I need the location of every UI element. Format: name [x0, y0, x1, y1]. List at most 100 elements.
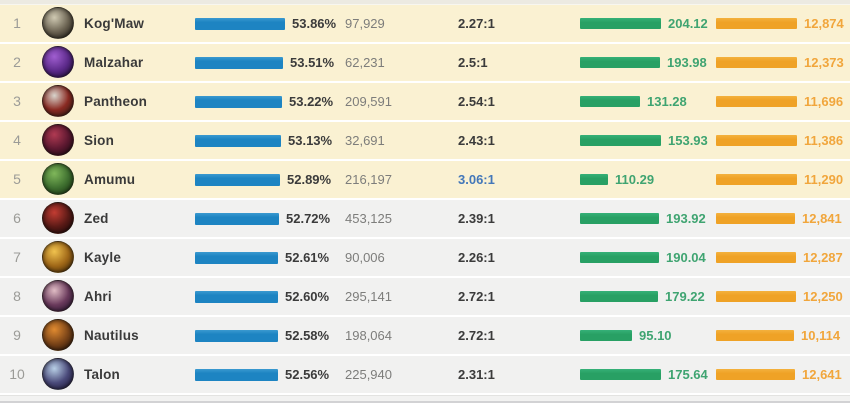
champion-name[interactable]: Talon: [84, 367, 120, 382]
champion-avatar[interactable]: [42, 7, 74, 39]
champion-name[interactable]: Nautilus: [84, 328, 139, 343]
green-stat-bar: [580, 291, 658, 302]
win-rate-cell: 53.22%: [195, 83, 345, 120]
orange-stat-cell: 11,386: [716, 122, 846, 159]
kda-ratio-value: 2.72:1: [458, 328, 495, 343]
table-bottom-divider: [0, 395, 850, 401]
green-stat-value: 95.10: [639, 328, 672, 343]
win-rate-value: 52.56%: [285, 367, 330, 382]
orange-stat-value: 12,250: [803, 289, 843, 304]
table-row[interactable]: 5 Amumu 52.89% 216,197 3.06:1 110.29 11,290: [0, 161, 850, 200]
win-rate-bar: [195, 212, 279, 225]
win-rate-cell: 52.72%: [195, 200, 345, 237]
champion-avatar[interactable]: [42, 163, 74, 195]
rank-number: 6: [13, 210, 21, 226]
table-row[interactable]: 2 Malzahar 53.51% 62,231 2.5:1 193.98 12,373: [0, 44, 850, 83]
orange-stat-cell: 12,373: [716, 44, 846, 81]
table-row[interactable]: 8 Ahri 52.60% 295,141 2.72:1 179.22 12,250: [0, 278, 850, 317]
table-row[interactable]: 4 Sion 53.13% 32,691 2.43:1 153.93 11,386: [0, 122, 850, 161]
orange-stat-bar: [716, 330, 794, 341]
orange-stat-cell: 10,114: [716, 317, 846, 354]
champion-name[interactable]: Kog'Maw: [84, 16, 145, 31]
rank-number: 5: [13, 171, 21, 187]
games-played-value: 216,197: [345, 172, 392, 187]
orange-stat-value: 12,841: [802, 211, 842, 226]
champion-avatar[interactable]: [42, 202, 74, 234]
win-rate-value: 53.22%: [289, 94, 334, 109]
orange-stat-cell: 11,696: [716, 83, 846, 120]
green-stat-bar: [580, 213, 659, 224]
champion-name[interactable]: Pantheon: [84, 94, 148, 109]
green-stat-cell: 193.98: [580, 44, 715, 81]
table-row[interactable]: 10 Talon 52.56% 225,940 2.31:1 175.64 12,641: [0, 356, 850, 395]
games-played-value: 90,006: [345, 250, 385, 265]
champion-avatar[interactable]: [42, 241, 74, 273]
win-rate-cell: 52.89%: [195, 161, 345, 198]
table-row[interactable]: 9 Nautilus 52.58% 198,064 2.72:1 95.10 10,114: [0, 317, 850, 356]
win-rate-cell: 52.56%: [195, 356, 345, 393]
win-rate-value: 52.72%: [286, 211, 331, 226]
kda-ratio-value: 2.26:1: [458, 250, 495, 265]
win-rate-bar: [195, 329, 278, 342]
orange-stat-bar: [716, 291, 796, 302]
orange-stat-bar: [716, 18, 797, 29]
win-rate-bar: [195, 134, 281, 147]
table-row[interactable]: 1 Kog'Maw 53.86% 97,929 2.27:1 204.12 12,874: [0, 5, 850, 44]
games-played-value: 225,940: [345, 367, 392, 382]
champion-avatar[interactable]: [42, 280, 74, 312]
champion-name[interactable]: Sion: [84, 133, 115, 148]
champion-avatar[interactable]: [42, 124, 74, 156]
games-played-value: 209,591: [345, 94, 392, 109]
champion-name[interactable]: Ahri: [84, 289, 112, 304]
kda-ratio-value: 2.27:1: [458, 16, 495, 31]
win-rate-cell: 52.60%: [195, 278, 345, 315]
champion-avatar[interactable]: [42, 46, 74, 78]
win-rate-value: 53.86%: [292, 16, 337, 31]
rank-number: 2: [13, 54, 21, 70]
rank-number: 10: [9, 366, 25, 382]
champion-name[interactable]: Amumu: [84, 172, 136, 187]
orange-stat-bar: [716, 96, 797, 107]
win-rate-bar: [195, 251, 278, 264]
green-stat-bar: [580, 174, 608, 185]
green-stat-value: 131.28: [647, 94, 687, 109]
champion-name[interactable]: Kayle: [84, 250, 122, 265]
rank-number: 9: [13, 327, 21, 343]
table-row[interactable]: 3 Pantheon 53.22% 209,591 2.54:1 131.28 11,696: [0, 83, 850, 122]
kda-ratio-value: 2.31:1: [458, 367, 495, 382]
kda-ratio-value: 2.39:1: [458, 211, 495, 226]
orange-stat-value: 12,373: [804, 55, 844, 70]
table-row[interactable]: 7 Kayle 52.61% 90,006 2.26:1 190.04 12,287: [0, 239, 850, 278]
champion-avatar[interactable]: [42, 358, 74, 390]
champion-name[interactable]: Zed: [84, 211, 109, 226]
orange-stat-value: 11,696: [804, 94, 844, 109]
green-stat-bar: [580, 96, 640, 107]
games-played-value: 62,231: [345, 55, 385, 70]
rank-number: 4: [13, 132, 21, 148]
green-stat-value: 175.64: [668, 367, 708, 382]
win-rate-value: 52.60%: [285, 289, 330, 304]
table-top-divider: [0, 0, 850, 5]
champion-name[interactable]: Malzahar: [84, 55, 144, 70]
champion-avatar[interactable]: [42, 85, 74, 117]
green-stat-bar: [580, 18, 661, 29]
orange-stat-bar: [716, 369, 795, 380]
games-played-value: 295,141: [345, 289, 392, 304]
win-rate-cell: 52.61%: [195, 239, 345, 276]
orange-stat-value: 12,287: [803, 250, 843, 265]
champion-avatar[interactable]: [42, 319, 74, 351]
kda-ratio-value: 2.43:1: [458, 133, 495, 148]
table-body: 1 Kog'Maw 53.86% 97,929 2.27:1 204.12 12,874 2 M…: [0, 5, 850, 395]
green-stat-cell: 153.93: [580, 122, 715, 159]
table-row[interactable]: 6 Zed 52.72% 453,125 2.39:1 193.92 12,841: [0, 200, 850, 239]
green-stat-value: 204.12: [668, 16, 708, 31]
orange-stat-value: 12,874: [804, 16, 844, 31]
green-stat-bar: [580, 135, 661, 146]
kda-ratio-value: 3.06:1: [458, 172, 495, 187]
win-rate-bar: [195, 368, 278, 381]
green-stat-cell: 179.22: [580, 278, 715, 315]
green-stat-cell: 193.92: [580, 200, 715, 237]
rank-number: 3: [13, 93, 21, 109]
green-stat-value: 153.93: [668, 133, 708, 148]
